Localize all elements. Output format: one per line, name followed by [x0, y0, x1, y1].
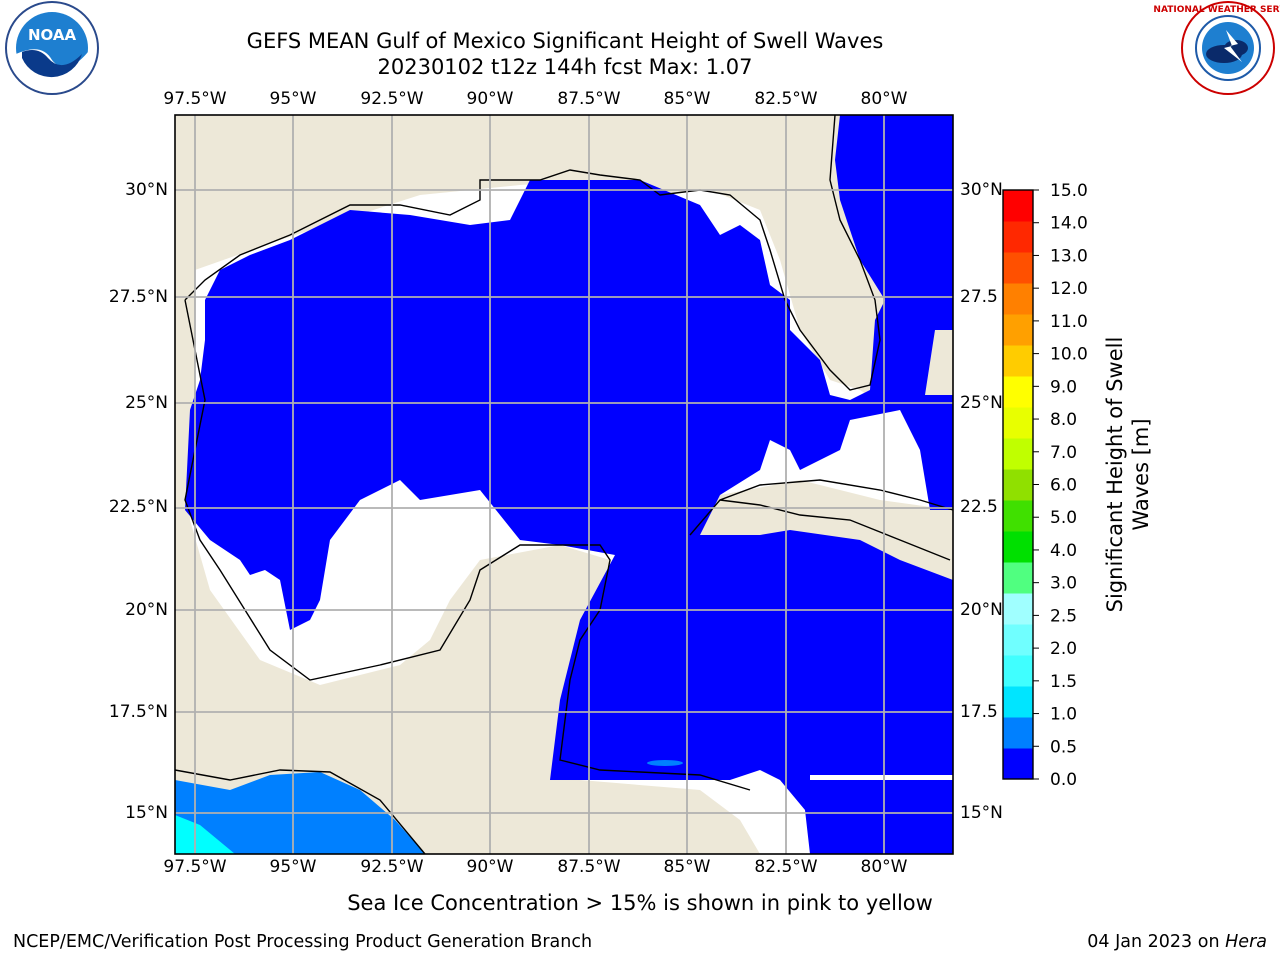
swell-contour-0-0.5 — [185, 115, 953, 854]
colorbar-segment — [1003, 314, 1033, 346]
lat-label-right: 25°N — [960, 393, 1003, 413]
lon-label-top: 80°W — [860, 89, 908, 109]
colorbar-segment — [1003, 252, 1033, 284]
colorbar-tick-label: 11.0 — [1050, 312, 1088, 332]
lat-label-right: 30°N — [960, 180, 1003, 200]
colorbar-label: Waves [m] — [1129, 418, 1153, 530]
lat-label-left: 20°N — [125, 600, 168, 620]
colorbar-segment — [1003, 221, 1033, 253]
noaa-logo-text: NOAA — [28, 26, 77, 44]
lon-label-bottom: 95°W — [269, 857, 317, 877]
lat-label-left: 25°N — [125, 393, 168, 413]
colorbar-segment — [1003, 686, 1033, 718]
colorbar-segment — [1003, 500, 1033, 532]
lon-label-bottom: 82.5°W — [754, 857, 818, 877]
colorbar: 0.0 0.5 1.0 1.5 2.0 2.5 3.0 4.0 5.0 6.0 7.0 8.0 9.0 1… — [1002, 181, 1153, 790]
colorbar-segment — [1003, 748, 1033, 780]
lat-label-left: 30°N — [125, 180, 168, 200]
host-text: Hera — [1225, 932, 1267, 952]
lon-label-bottom: 87.5°W — [557, 857, 621, 877]
lon-label-bottom: 85°W — [663, 857, 711, 877]
colorbar-tick-label: 2.0 — [1050, 639, 1077, 659]
colorbar-segment — [1003, 655, 1033, 687]
colorbar-segment — [1003, 562, 1033, 594]
credit-text: NCEP/EMC/Verification Post Processing Pr… — [13, 932, 593, 952]
colorbar-segment — [1003, 190, 1033, 222]
colorbar-tick-label: 1.5 — [1050, 672, 1077, 692]
map-subtitle: 20230102 t12z 144h fcst Max: 1.07 — [377, 55, 753, 79]
lon-label-top: 82.5°W — [754, 89, 818, 109]
nws-logo: NATIONAL WEATHER SERVICE — [1153, 1, 1280, 95]
lat-label-right: 27.5 — [960, 287, 998, 307]
lon-label-top: 87.5°W — [557, 89, 621, 109]
colorbar-tick-label: 2.5 — [1050, 606, 1077, 626]
graticule — [175, 115, 953, 854]
lon-label-bottom: 92.5°W — [360, 857, 424, 877]
swell-contour-0-0.5-south — [810, 780, 953, 854]
lat-label-right: 15°N — [960, 803, 1003, 823]
lon-label-top: 90°W — [466, 89, 514, 109]
colorbar-segment — [1003, 531, 1033, 563]
colorbar-segment — [1003, 376, 1033, 408]
colorbar-segment — [1003, 717, 1033, 749]
colorbar-tick-label: 8.0 — [1050, 410, 1077, 430]
noaa-logo: NOAA — [5, 1, 99, 95]
colorbar-label: Significant Height of Swell — [1103, 337, 1127, 613]
date-host-text: 04 Jan 2023 on Hera — [1087, 932, 1267, 952]
lat-label-left: 17.5°N — [108, 702, 168, 722]
map-title: GEFS MEAN Gulf of Mexico Significant Hei… — [246, 29, 884, 53]
colorbar-tick-label: 5.0 — [1050, 508, 1077, 528]
lon-label-top: 85°W — [663, 89, 711, 109]
colorbar-segment — [1003, 283, 1033, 315]
lat-label-left: 22.5°N — [108, 497, 168, 517]
colorbar-segment — [1003, 469, 1033, 501]
colorbar-segment — [1003, 407, 1033, 439]
lon-label-top: 92.5°W — [360, 89, 424, 109]
map-area — [174, 114, 954, 855]
colorbar-segment — [1003, 624, 1033, 656]
colorbar-tick-label: 14.0 — [1050, 214, 1088, 234]
map-border — [174, 114, 954, 855]
colorbar-tick-label: 1.0 — [1050, 705, 1077, 725]
lat-label-right: 17.5 — [960, 702, 998, 722]
lat-label-right: 22.5 — [960, 497, 998, 517]
sea-ice-note: Sea Ice Concentration > 15% is shown in … — [347, 891, 933, 915]
colorbar-tick-label: 10.0 — [1050, 345, 1088, 365]
colorbar-tick-label: 15.0 — [1050, 181, 1088, 201]
lon-label-bottom: 97.5°W — [163, 857, 227, 877]
nws-logo-text: NATIONAL WEATHER SERVICE — [1153, 5, 1280, 15]
colorbar-tick-label: 4.0 — [1050, 541, 1077, 561]
lat-label-left: 15°N — [125, 803, 168, 823]
colorbar-tick-label: 9.0 — [1050, 377, 1077, 397]
colorbar-tick-label: 6.0 — [1050, 476, 1077, 496]
colorbar-tick-label: 0.5 — [1050, 737, 1077, 757]
colorbar-segment — [1003, 593, 1033, 625]
lon-label-bottom: 90°W — [466, 857, 514, 877]
colorbar-tick-label: 7.0 — [1050, 443, 1077, 463]
lon-label-top: 95°W — [269, 89, 317, 109]
swell-contour-1.0-1.5 — [175, 815, 235, 854]
date-text: 04 Jan 2023 on — [1087, 932, 1220, 952]
colorbar-tick-label: 13.0 — [1050, 246, 1088, 266]
colorbar-segment — [1003, 345, 1033, 377]
lat-label-right: 20°N — [960, 600, 1003, 620]
swell-spot-caribbean — [647, 760, 683, 766]
lon-label-top: 97.5°W — [163, 89, 227, 109]
lon-label-bottom: 80°W — [860, 857, 908, 877]
colorbar-tick-label: 3.0 — [1050, 574, 1077, 594]
colorbar-segment — [1003, 438, 1033, 470]
colorbar-tick-label: 12.0 — [1050, 279, 1088, 299]
colorbar-tick-label: 0.0 — [1050, 770, 1077, 790]
lat-label-left: 27.5°N — [108, 287, 168, 307]
